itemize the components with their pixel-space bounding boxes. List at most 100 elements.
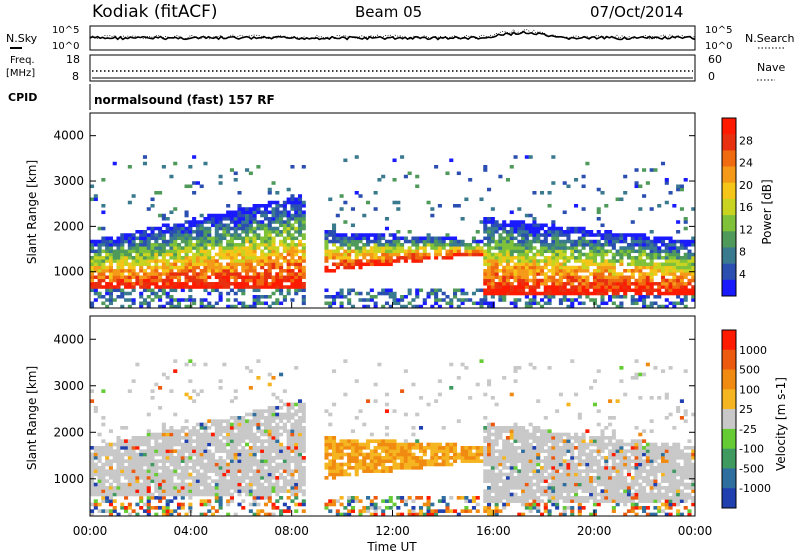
power-cell (354, 243, 359, 247)
power-cell (536, 265, 541, 270)
power-cell (490, 220, 495, 224)
velocity-cell (505, 479, 511, 483)
power-cell (267, 239, 272, 244)
power-cell (131, 275, 136, 280)
power-cell (415, 291, 420, 296)
velocity-cell (154, 462, 159, 467)
power-cell (218, 217, 223, 221)
power-cell (630, 259, 635, 263)
velocity-cell (146, 509, 151, 513)
power-cell (638, 239, 643, 244)
power-cell (490, 217, 495, 221)
power-cell (536, 259, 541, 263)
power-cell (434, 291, 439, 296)
velocity-cell (392, 502, 397, 507)
velocity-cell (192, 462, 197, 467)
power-cell (101, 236, 106, 241)
velocity-cell (282, 456, 287, 460)
power-cell (422, 298, 427, 302)
velocity-cell (483, 416, 488, 420)
power-cell (271, 217, 276, 221)
velocity-cell (222, 462, 227, 467)
power-cell (279, 256, 284, 260)
velocity-cell (120, 446, 125, 450)
power-cell (664, 262, 669, 267)
power-cell (188, 259, 193, 263)
velocity-cell (294, 459, 299, 463)
velocity-cell (252, 409, 257, 413)
velocity-cell (343, 512, 348, 517)
power-cell (108, 278, 113, 283)
power-ytick-label: 3000 (53, 174, 84, 188)
velocity-cell (528, 436, 533, 440)
velocity-cell (260, 486, 265, 490)
power-cell (592, 269, 597, 273)
power-cell (180, 230, 185, 234)
velocity-cell (256, 416, 261, 420)
power-cell (513, 262, 518, 267)
power-cell (120, 249, 125, 254)
velocity-cell (252, 449, 257, 453)
velocity-cell (282, 486, 287, 490)
velocity-cell (116, 439, 121, 443)
power-cell (407, 230, 412, 234)
power-cell (483, 269, 488, 273)
power-cell (645, 282, 650, 286)
power-cell (634, 181, 639, 185)
power-cell (589, 252, 594, 257)
velocity-cell (108, 492, 113, 497)
power-cell (354, 155, 359, 159)
power-cell (97, 291, 102, 296)
velocity-cell (388, 452, 393, 457)
power-cell (581, 239, 586, 244)
power-cell (388, 288, 393, 293)
power-cell (90, 184, 95, 189)
power-cell (127, 239, 132, 244)
power-cell (611, 301, 616, 306)
velocity-cell (528, 446, 533, 450)
power-cell (252, 210, 257, 215)
velocity-cell (248, 462, 253, 467)
velocity-cell (120, 426, 125, 430)
power-cell (263, 233, 269, 237)
velocity-cell (468, 456, 473, 460)
power-cell (199, 249, 204, 254)
power-cell (513, 223, 518, 228)
power-cell (581, 282, 586, 286)
power-cell (487, 275, 492, 280)
power-cell (490, 269, 495, 273)
power-cell (683, 304, 688, 309)
velocity-cell (502, 486, 507, 490)
velocity-cell (400, 512, 405, 517)
power-cell (165, 226, 170, 231)
velocity-cell (214, 509, 219, 513)
power-cell (555, 278, 560, 283)
velocity-cell (267, 482, 272, 487)
velocity-cell (494, 489, 499, 493)
power-cell (233, 213, 238, 218)
velocity-cell (297, 416, 303, 420)
power-cell (146, 246, 151, 250)
power-cell (570, 275, 575, 280)
power-cell (290, 249, 295, 254)
velocity-cell (441, 452, 446, 457)
power-colorbar-swatch (722, 279, 736, 297)
power-cell (211, 282, 216, 286)
power-cell (517, 298, 522, 302)
velocity-cell (226, 466, 231, 470)
power-cell (479, 197, 484, 202)
power-cell (460, 239, 465, 244)
power-cell (332, 295, 337, 299)
power-cell (513, 272, 518, 276)
power-cell (638, 265, 643, 270)
velocity-cell (267, 492, 272, 497)
power-cell (350, 207, 355, 211)
velocity-cell (290, 449, 295, 453)
power-cell (241, 269, 246, 273)
power-cell (422, 252, 427, 257)
power-cell (483, 243, 488, 247)
power-cell (275, 301, 280, 306)
velocity-cell (418, 506, 424, 510)
velocity-cell (415, 462, 420, 467)
power-cell (502, 246, 507, 250)
